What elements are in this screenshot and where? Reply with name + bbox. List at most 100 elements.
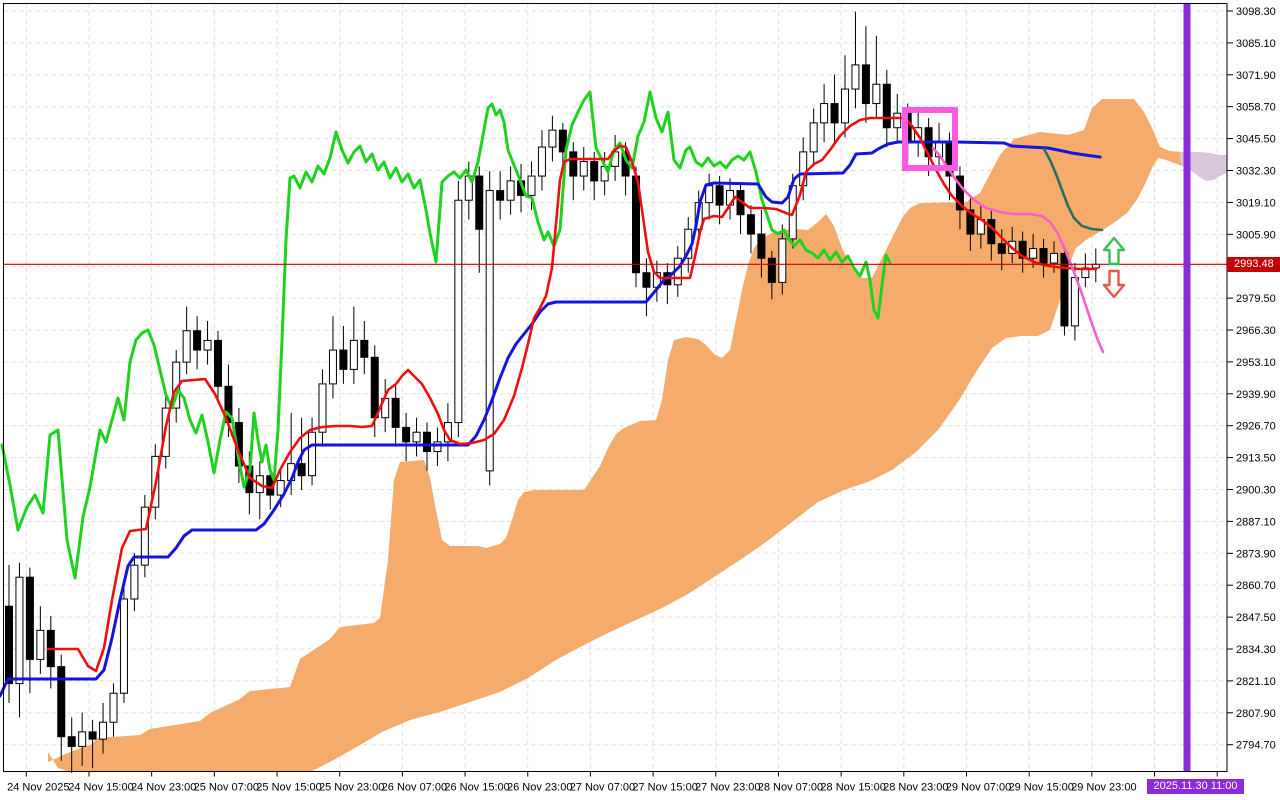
candle-body bbox=[893, 112, 902, 129]
price-tick-label: 3005.90 bbox=[1236, 229, 1276, 241]
candle-body bbox=[433, 441, 442, 453]
candle bbox=[339, 325, 348, 384]
price-tick-label: 2847.50 bbox=[1236, 612, 1276, 624]
candle-body bbox=[558, 129, 567, 153]
price-tick-label: 3058.70 bbox=[1236, 102, 1276, 114]
candle-body bbox=[590, 161, 599, 182]
candle-body bbox=[328, 349, 337, 385]
candle bbox=[955, 166, 964, 230]
candle-body bbox=[778, 238, 787, 283]
candle bbox=[778, 224, 787, 295]
candle-body bbox=[15, 576, 24, 685]
candle bbox=[454, 180, 463, 438]
candle-body bbox=[25, 576, 34, 660]
candle bbox=[830, 74, 839, 143]
candle-body bbox=[99, 721, 108, 740]
price-axis[interactable]: 3098.30 3085.10 3071.90 3058.70 3045.50 3032.… bbox=[1227, 6, 1276, 752]
candle bbox=[130, 553, 139, 612]
candle bbox=[1039, 238, 1048, 278]
time-tick-label: 25 Nov 15:00 bbox=[256, 782, 321, 794]
price-tick-label: 3032.30 bbox=[1236, 166, 1276, 178]
ichimoku-cloud bbox=[48, 99, 1183, 772]
candle-body bbox=[715, 185, 724, 206]
price-tick-label: 3098.30 bbox=[1236, 6, 1276, 18]
candle-body bbox=[276, 480, 285, 496]
candle-body bbox=[820, 103, 829, 124]
candle bbox=[569, 142, 578, 201]
candle bbox=[349, 306, 358, 384]
candle-body bbox=[182, 330, 191, 363]
candle-body bbox=[57, 666, 66, 738]
candle-body bbox=[454, 199, 463, 424]
candle-body bbox=[67, 736, 76, 747]
candle bbox=[203, 321, 212, 365]
candle bbox=[423, 422, 431, 471]
current-price-badge: 2993.48 bbox=[1227, 257, 1280, 272]
candle-body bbox=[642, 272, 651, 288]
time-tick-label: 26 Nov 15:00 bbox=[444, 782, 509, 794]
candle bbox=[119, 586, 128, 703]
candle-body bbox=[1039, 248, 1048, 264]
price-tick-label: 2900.30 bbox=[1236, 485, 1276, 497]
ichimoku-cloud-future bbox=[1180, 152, 1227, 181]
candle bbox=[851, 11, 860, 109]
candle-body bbox=[140, 506, 149, 566]
time-tick-label: 24 Nov 23:00 bbox=[131, 782, 196, 794]
plot-background bbox=[3, 3, 1227, 772]
candle-body bbox=[130, 564, 139, 600]
candle-body bbox=[36, 629, 45, 660]
time-tick-label: 28 Nov 15:00 bbox=[820, 782, 885, 794]
candle bbox=[485, 171, 494, 486]
candle bbox=[1018, 231, 1027, 273]
candle-body bbox=[548, 129, 557, 148]
price-tick-label: 3019.10 bbox=[1236, 197, 1276, 209]
candle bbox=[433, 427, 442, 467]
magenta-indicator-line bbox=[931, 146, 1105, 354]
candle-body bbox=[318, 383, 327, 433]
candle bbox=[25, 567, 34, 694]
time-tick-label: 27 Nov 23:00 bbox=[695, 782, 760, 794]
candle-body bbox=[1029, 248, 1038, 259]
candle-body bbox=[705, 185, 714, 204]
candle bbox=[140, 495, 149, 578]
price-tick-label: 2794.70 bbox=[1236, 740, 1276, 752]
price-tick-label: 3045.50 bbox=[1236, 134, 1276, 146]
candle-body bbox=[997, 243, 1006, 254]
price-tick-label: 2939.90 bbox=[1236, 389, 1276, 401]
candle-body bbox=[88, 731, 97, 740]
price-tick-label: 2860.70 bbox=[1236, 580, 1276, 592]
time-tick-label: 29 Nov 07:00 bbox=[946, 782, 1011, 794]
candle bbox=[402, 412, 411, 462]
candle-body bbox=[746, 214, 755, 235]
time-tick-label: 29 Nov 23:00 bbox=[1071, 782, 1136, 794]
price-tick-label: 3085.10 bbox=[1236, 38, 1276, 50]
candle-body bbox=[203, 339, 212, 351]
candle bbox=[506, 166, 515, 215]
candle-body bbox=[841, 88, 849, 124]
candle bbox=[841, 55, 849, 138]
candle-body bbox=[119, 598, 128, 694]
candle-body bbox=[861, 64, 870, 105]
price-tick-label: 2953.10 bbox=[1236, 357, 1276, 369]
price-tick-label: 2873.90 bbox=[1236, 548, 1276, 560]
candle-body bbox=[851, 64, 860, 90]
arrow-down-icon bbox=[1102, 269, 1126, 299]
time-tick-label: 27 Nov 07:00 bbox=[570, 782, 635, 794]
candle bbox=[412, 417, 421, 457]
candle bbox=[548, 115, 557, 162]
candle-body bbox=[109, 692, 118, 723]
candle-body bbox=[527, 175, 536, 196]
candle-body bbox=[537, 146, 546, 177]
candle bbox=[861, 26, 870, 123]
price-tick-label: 2966.30 bbox=[1236, 325, 1276, 337]
candle-body bbox=[987, 219, 996, 245]
candle-body bbox=[339, 349, 348, 370]
candle-body bbox=[1050, 252, 1058, 264]
candle-body bbox=[485, 190, 494, 472]
candle-body bbox=[214, 339, 222, 387]
candle-body bbox=[360, 339, 369, 358]
candle-body bbox=[757, 233, 766, 259]
time-tick-label: 29 Nov 15:00 bbox=[1008, 782, 1073, 794]
